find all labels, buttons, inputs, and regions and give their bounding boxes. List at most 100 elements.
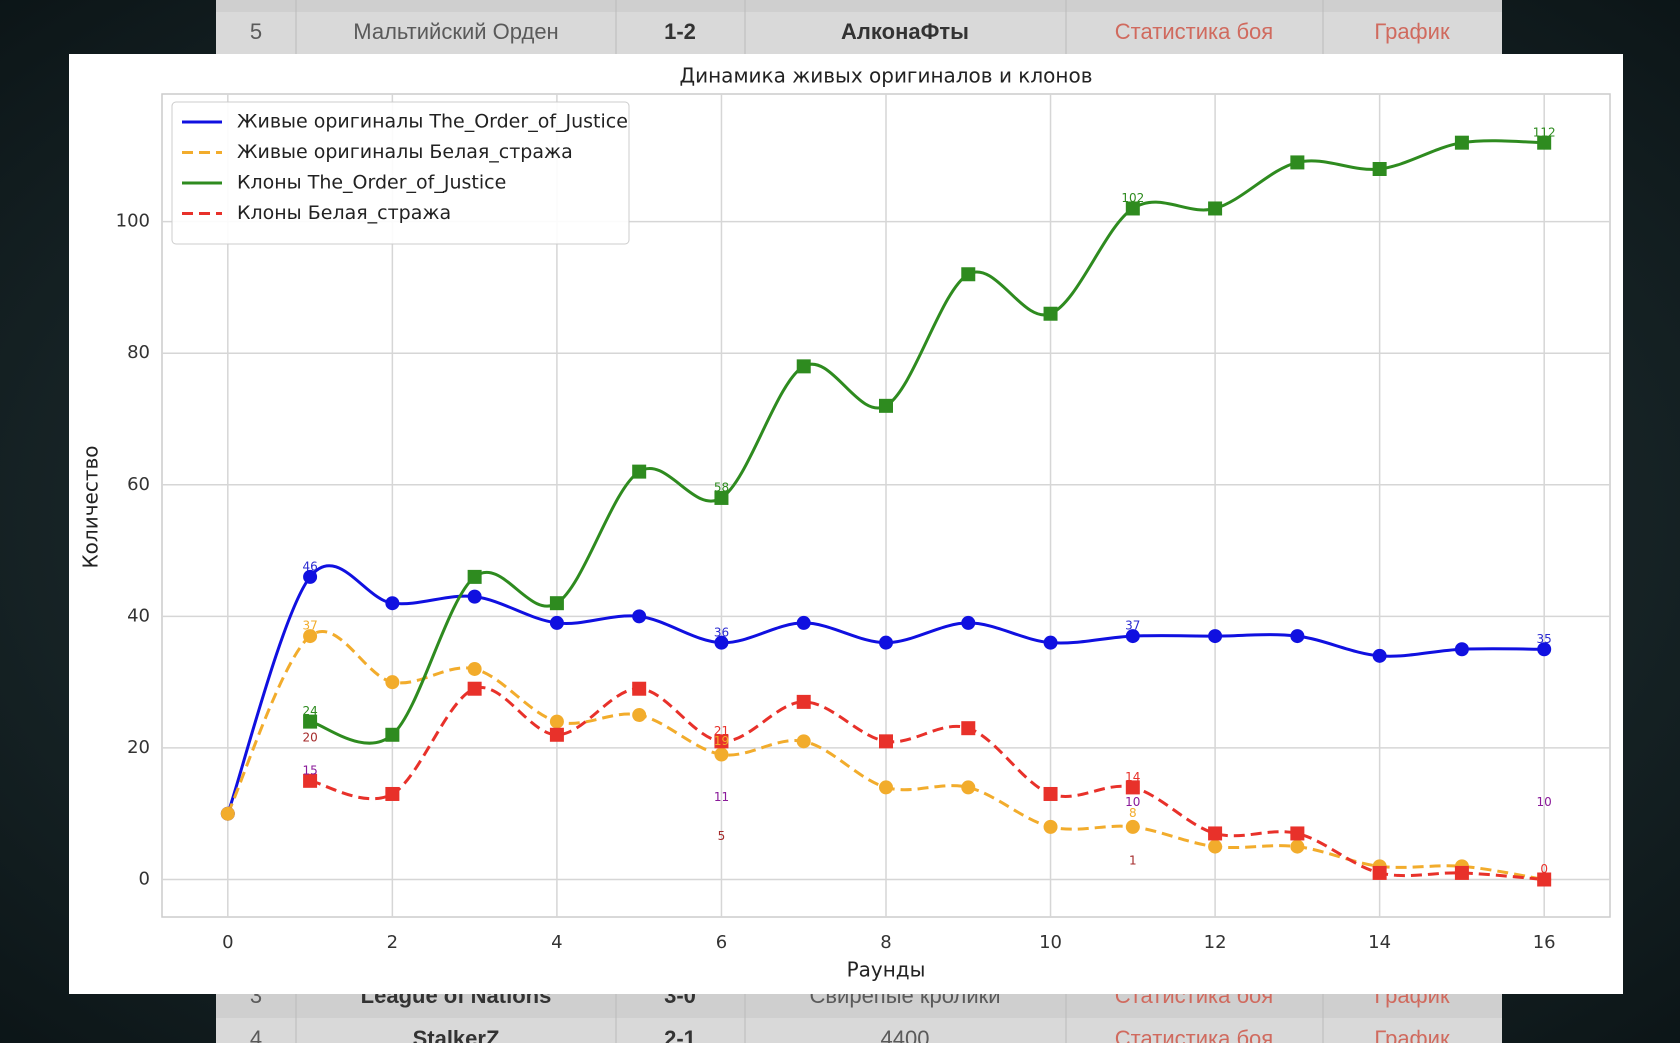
y-tick-label: 40 xyxy=(127,605,150,626)
marker xyxy=(632,681,647,696)
annotation: 37 xyxy=(1125,619,1140,633)
marker xyxy=(1454,135,1469,150)
x-tick-label: 8 xyxy=(880,932,891,953)
marker xyxy=(1537,135,1552,150)
annotation: 58 xyxy=(714,481,729,495)
marker xyxy=(1372,161,1387,176)
marker xyxy=(879,635,893,650)
annotation: 37 xyxy=(302,619,317,633)
marker xyxy=(1125,201,1140,216)
link[interactable]: Статистика боя xyxy=(1115,1026,1273,1043)
marker xyxy=(1208,201,1223,216)
marker xyxy=(549,615,564,630)
annotation: 20 xyxy=(302,731,317,745)
marker xyxy=(303,629,318,644)
series-line xyxy=(226,630,1545,881)
marker xyxy=(303,714,318,729)
table-row xyxy=(216,1018,1502,1043)
annotation: 1 xyxy=(1129,854,1137,868)
annotation: 36 xyxy=(714,625,729,639)
annotation: 102 xyxy=(1121,191,1144,205)
marker xyxy=(220,806,235,821)
marker xyxy=(632,609,647,624)
marker xyxy=(1043,306,1058,321)
marker xyxy=(879,734,893,749)
table-row xyxy=(216,12,1502,55)
marker xyxy=(385,727,400,742)
marker xyxy=(549,727,564,742)
y-axis-label: Количество xyxy=(79,445,103,568)
marker xyxy=(303,773,318,788)
marker xyxy=(385,786,400,801)
marker xyxy=(796,359,811,374)
y-tick-label: 20 xyxy=(127,737,150,758)
marker xyxy=(714,635,729,650)
annotation: 10 xyxy=(1537,795,1552,809)
marker xyxy=(467,681,482,696)
annotation: 10 xyxy=(1125,795,1140,809)
annotation: 112 xyxy=(1533,125,1556,139)
cell: 4400 xyxy=(881,1026,930,1043)
marker xyxy=(1208,826,1223,841)
annotation: 8 xyxy=(1129,806,1137,820)
x-tick-label: 14 xyxy=(1368,932,1391,953)
marker xyxy=(1372,865,1387,880)
marker xyxy=(961,721,976,736)
annotation: 35 xyxy=(1537,632,1552,646)
marker xyxy=(961,780,976,795)
series-line xyxy=(309,686,1545,881)
marker xyxy=(385,675,400,690)
marker xyxy=(549,714,564,729)
x-tick-label: 4 xyxy=(551,932,562,953)
annotation: 15 xyxy=(302,763,317,777)
marker xyxy=(1290,839,1305,854)
cell: 4 xyxy=(250,1026,262,1043)
x-tick-label: 2 xyxy=(387,932,398,953)
cell: 1-2 xyxy=(664,19,696,44)
marker xyxy=(1043,635,1058,650)
cell: 5 xyxy=(250,19,262,44)
cell: АлконаФты xyxy=(841,19,969,44)
annotation: 24 xyxy=(302,704,317,718)
link[interactable]: График xyxy=(1374,19,1450,44)
cell: StalkerZ xyxy=(413,1026,500,1043)
marker xyxy=(1125,629,1140,644)
legend-label: Живые оригиналы Белая_стража xyxy=(237,141,573,163)
cell: 2-1 xyxy=(664,1026,696,1043)
marker xyxy=(467,589,482,604)
marker xyxy=(1290,155,1305,170)
marker xyxy=(714,747,729,762)
marker xyxy=(796,734,811,749)
marker xyxy=(1125,819,1140,834)
y-tick-label: 80 xyxy=(127,342,150,363)
x-axis-label: Раунды xyxy=(847,958,926,982)
y-tick-label: 0 xyxy=(139,869,150,890)
marker xyxy=(1043,786,1058,801)
marker xyxy=(1290,629,1305,644)
marker xyxy=(1537,642,1552,657)
marker xyxy=(714,734,729,749)
annotation: 5 xyxy=(718,829,726,843)
marker xyxy=(1454,865,1469,880)
link[interactable]: График xyxy=(1374,1026,1450,1043)
marker xyxy=(796,694,811,709)
marker xyxy=(961,615,976,630)
annotation: 46 xyxy=(302,560,317,574)
link[interactable]: Статистика боя xyxy=(1115,19,1273,44)
chart-title: Динамика живых оригиналов и клонов xyxy=(679,64,1092,88)
x-tick-label: 12 xyxy=(1204,932,1227,953)
legend xyxy=(171,101,630,245)
marker xyxy=(1043,819,1058,834)
marker xyxy=(467,569,482,584)
x-tick-label: 16 xyxy=(1533,932,1556,953)
marker xyxy=(1208,839,1223,854)
marker xyxy=(549,596,564,611)
marker xyxy=(1125,780,1140,795)
marker xyxy=(961,267,976,282)
marker xyxy=(879,780,893,795)
annotation: 11 xyxy=(714,790,729,804)
x-tick-label: 10 xyxy=(1039,932,1062,953)
x-tick-label: 6 xyxy=(716,932,727,953)
marker xyxy=(385,596,400,611)
